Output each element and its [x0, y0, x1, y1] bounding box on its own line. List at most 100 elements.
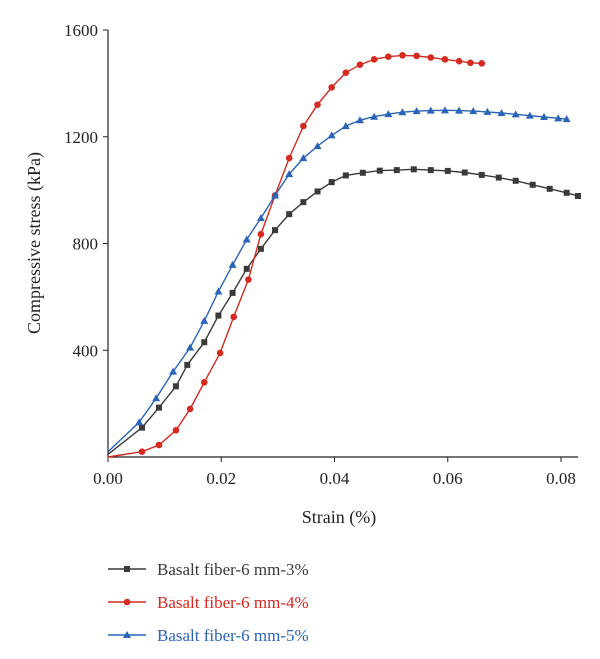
data-point — [385, 53, 392, 60]
data-point — [356, 61, 364, 68]
data-point — [169, 367, 178, 375]
legend-label: Basalt fiber-6 mm-3% — [157, 560, 309, 579]
data-point — [342, 69, 350, 76]
data-point — [426, 106, 435, 114]
data-point — [285, 154, 293, 162]
data-point — [342, 172, 349, 179]
data-point — [440, 106, 449, 114]
legend-marker — [123, 598, 131, 606]
data-point — [299, 154, 308, 162]
data-point — [495, 174, 502, 181]
data-point — [300, 199, 307, 206]
data-point — [467, 59, 474, 67]
data-point — [469, 107, 478, 115]
data-point — [563, 189, 570, 196]
series-line — [107, 168, 579, 455]
data-point — [215, 312, 222, 319]
data-point — [359, 169, 366, 176]
data-point — [257, 230, 265, 238]
data-point — [384, 110, 393, 118]
data-point — [216, 349, 224, 357]
legend-label: Basalt fiber-6 mm-5% — [157, 626, 309, 645]
data-point — [200, 378, 208, 386]
data-point — [511, 110, 520, 118]
data-point — [314, 188, 321, 195]
x-tick-label: 0.06 — [433, 469, 463, 488]
data-point — [135, 418, 144, 426]
data-point — [300, 122, 307, 130]
legend-item: Basalt fiber-6 mm-3% — [108, 560, 309, 579]
legend-marker — [123, 631, 131, 638]
data-point — [529, 181, 536, 188]
y-tick-label: 400 — [73, 341, 99, 360]
data-point — [398, 108, 407, 116]
series-line — [107, 54, 482, 458]
legend-item: Basalt fiber-6 mm-5% — [108, 626, 309, 645]
data-point — [370, 56, 378, 63]
data-point — [554, 114, 563, 122]
data-point — [272, 227, 279, 234]
data-point — [201, 339, 208, 346]
data-point — [245, 276, 252, 283]
data-point — [461, 169, 468, 176]
data-point — [314, 101, 321, 109]
data-point — [214, 287, 223, 295]
data-point — [441, 56, 449, 63]
data-point — [483, 107, 492, 115]
data-point — [155, 441, 163, 449]
y-ticks: 400 800 1200 1600 — [64, 21, 108, 360]
legend-marker — [124, 566, 130, 572]
data-point — [285, 170, 294, 178]
legend: Basalt fiber-6 mm-3% Basalt fiber-6 mm-4%… — [108, 560, 309, 645]
x-tick-label: 0.08 — [546, 469, 576, 488]
axes — [107, 30, 578, 458]
series-2 — [107, 52, 486, 458]
data-point — [410, 166, 417, 173]
y-axis-title: Compressive stress (kPa) — [24, 152, 45, 334]
data-point — [328, 84, 335, 91]
data-point — [186, 343, 195, 351]
legend-label: Basalt fiber-6 mm-4% — [157, 593, 309, 612]
data-point — [525, 111, 534, 119]
data-point — [546, 185, 553, 192]
data-point — [328, 179, 335, 186]
series-1 — [107, 166, 581, 455]
y-tick-label: 800 — [73, 235, 99, 254]
data-point — [243, 265, 250, 272]
data-point — [228, 260, 237, 268]
data-point — [455, 57, 463, 65]
data-point — [256, 214, 265, 222]
series-line — [107, 109, 567, 453]
data-point — [186, 405, 194, 413]
data-point — [355, 116, 364, 124]
data-point — [399, 52, 406, 59]
data-point — [155, 404, 162, 411]
data-point — [512, 177, 519, 184]
data-point — [313, 142, 322, 150]
data-point — [370, 112, 379, 120]
data-point — [341, 122, 350, 130]
data-point — [200, 316, 209, 324]
x-tick-label: 0.00 — [93, 469, 123, 488]
data-point — [138, 424, 145, 431]
x-tick-label: 0.02 — [206, 469, 236, 488]
data-point — [257, 245, 264, 252]
x-tick-label: 0.04 — [320, 469, 350, 488]
data-point — [413, 52, 420, 60]
series-layer — [107, 52, 581, 458]
data-point — [478, 171, 485, 178]
data-point — [172, 427, 180, 434]
data-point — [497, 108, 506, 116]
data-point — [455, 106, 464, 114]
data-point — [376, 167, 383, 174]
data-point — [242, 235, 251, 243]
data-point — [427, 54, 435, 61]
data-point — [152, 394, 161, 402]
data-point — [184, 361, 191, 368]
data-point — [562, 115, 571, 123]
data-point — [229, 289, 236, 296]
x-ticks: 0.00 0.02 0.04 0.06 0.08 — [93, 457, 576, 488]
y-tick-label: 1200 — [64, 128, 98, 147]
data-point — [412, 107, 421, 115]
data-point — [478, 60, 486, 67]
